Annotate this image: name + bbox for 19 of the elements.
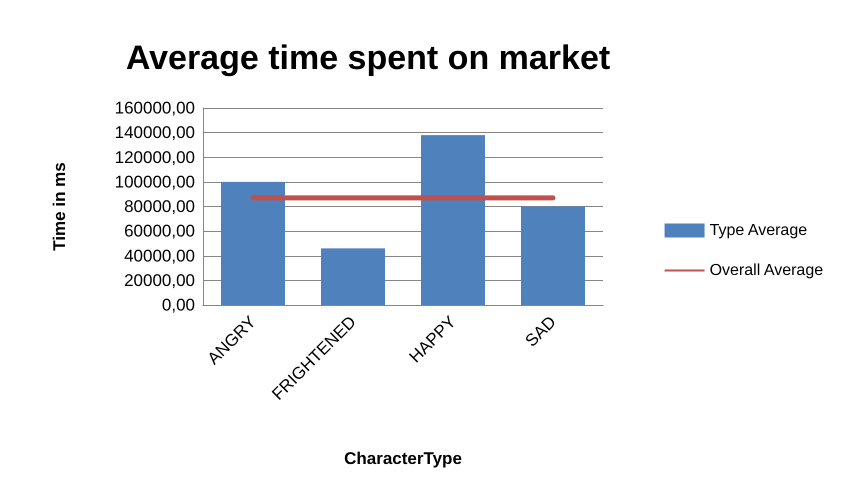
- y-tick-label: 80000,00: [124, 197, 195, 216]
- y-tick-label: 0,00: [162, 296, 195, 314]
- chart-title: Average time spent on market: [126, 39, 610, 77]
- y-tick-label: 160000,00: [114, 98, 195, 118]
- x-tick-label: SAD: [522, 312, 560, 350]
- x-axis-title: CharacterType: [344, 449, 462, 468]
- bar: [321, 248, 385, 305]
- y-tick-label: 60000,00: [124, 222, 195, 241]
- y-tick-label: 20000,00: [124, 270, 195, 290]
- y-tick-label: 100000,00: [114, 172, 195, 192]
- y-tick-label: 40000,00: [124, 246, 195, 266]
- y-axis-title: Time in ms: [50, 162, 69, 251]
- y-tick-label: 120000,00: [114, 148, 195, 167]
- y-tick-label: 140000,00: [114, 123, 195, 142]
- legend-label: Overall Average: [710, 262, 824, 279]
- bar: [421, 135, 485, 305]
- bar: [521, 206, 585, 305]
- legend-label: Type Average: [710, 222, 808, 239]
- bar: [221, 182, 285, 305]
